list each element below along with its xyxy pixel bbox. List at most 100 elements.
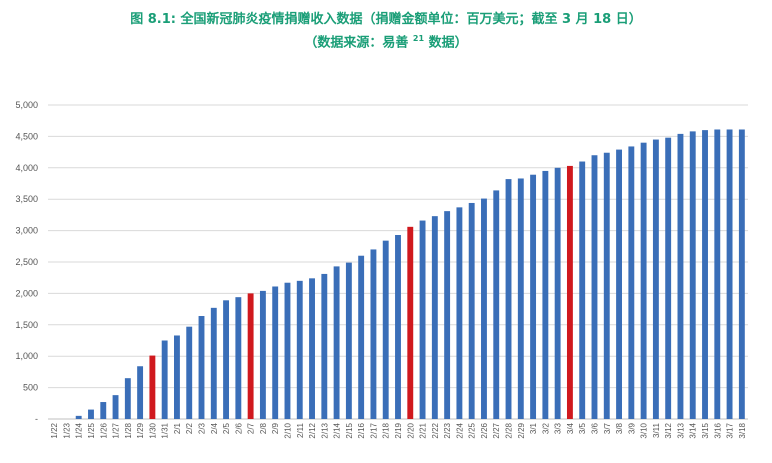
bar-2-7	[247, 293, 254, 419]
x-tick-label: 3/18	[738, 422, 747, 438]
y-tick-label: -	[35, 414, 38, 424]
y-tick-label: 1,000	[15, 351, 38, 361]
x-tick-label: 1/31	[161, 422, 170, 438]
y-tick-label: 3,500	[15, 194, 38, 204]
x-tick-label: 2/16	[357, 422, 366, 438]
bar-3-12	[665, 137, 672, 419]
source-suffix: 数据）	[424, 35, 468, 51]
x-tick-label: 2/24	[455, 422, 464, 438]
bar-3-10	[640, 142, 647, 419]
x-tick-label: 2/3	[198, 422, 207, 434]
bar-2-6	[235, 297, 242, 419]
x-tick-label: 3/15	[701, 422, 710, 438]
bar-3-5	[579, 161, 586, 419]
y-tick-label: 500	[23, 383, 38, 393]
x-tick-label: 1/26	[99, 422, 108, 438]
x-tick-label: 2/4	[210, 422, 219, 434]
x-tick-label: 2/19	[394, 422, 403, 438]
x-tick-label: 2/9	[271, 422, 280, 434]
bar-1-25	[88, 409, 94, 419]
bar-2-2	[186, 326, 193, 419]
bar-2-18	[382, 240, 389, 419]
y-tick-label: 5,000	[15, 100, 38, 110]
bar-2-9	[272, 286, 279, 419]
bar-3-8	[616, 149, 622, 419]
x-tick-label: 2/17	[369, 422, 378, 438]
bar-2-1	[174, 335, 180, 419]
bar-2-19	[395, 235, 401, 419]
x-tick-label: 2/21	[419, 422, 428, 438]
bar-2-12	[309, 278, 315, 419]
bar-3-6	[591, 155, 598, 420]
bar-3-17	[726, 129, 733, 420]
bar-2-26	[481, 198, 487, 419]
x-tick-label: 2/14	[333, 422, 342, 438]
y-tick-label: 3,000	[15, 226, 38, 236]
bar-1-26	[100, 402, 107, 419]
bar-1-30	[149, 355, 156, 419]
x-tick-label: 2/7	[247, 422, 256, 434]
bar-1-29	[137, 366, 144, 419]
bar-1-31	[161, 340, 168, 419]
y-tick-label: 4,500	[15, 131, 38, 141]
x-tick-label: 1/29	[136, 422, 145, 438]
bar-2-22	[431, 216, 438, 419]
x-tick-label: 2/8	[259, 422, 268, 434]
chart-title: 图 8.1: 全国新冠肺炎疫情捐赠收入数据（捐赠金额单位：百万美元；截至 3 月…	[0, 10, 772, 52]
y-tick-label: 2,500	[15, 257, 38, 267]
bar-2-16	[358, 255, 365, 419]
source-superscript: 21	[412, 34, 425, 43]
bar-3-1	[530, 174, 537, 419]
x-tick-label: 3/1	[529, 422, 538, 434]
bar-2-25	[468, 202, 475, 419]
x-tick-label: 3/12	[664, 422, 673, 438]
x-tick-label: 3/9	[627, 422, 636, 434]
chart-title-line1: 图 8.1: 全国新冠肺炎疫情捐赠收入数据（捐赠金额单位：百万美元；截至 3 月…	[130, 12, 642, 27]
bar-2-5	[223, 300, 230, 419]
bar-2-3	[198, 316, 205, 419]
bar-2-14	[333, 266, 340, 419]
x-tick-label: 2/28	[505, 422, 514, 438]
x-tick-label: 2/11	[296, 422, 305, 438]
bar-2-29	[517, 178, 524, 419]
bar-3-7	[603, 152, 610, 420]
bar-1-27	[112, 395, 119, 419]
source-prefix: （数据来源：易善	[304, 35, 413, 51]
bar-3-11	[652, 139, 659, 420]
x-tick-label: 1/24	[75, 422, 84, 438]
bar-3-13	[677, 133, 684, 419]
x-tick-label: 2/1	[173, 422, 182, 434]
x-tick-label: 3/7	[603, 422, 612, 434]
x-tick-label: 2/10	[283, 422, 292, 438]
x-tick-label: 3/3	[554, 422, 563, 434]
x-tick-label: 3/14	[689, 422, 698, 438]
bar-3-3	[554, 167, 561, 419]
y-axis: - 500 1,000 1,500 2,000 2,500 3,000 3,500 4,000 4…	[15, 100, 38, 424]
x-tick-label: 2/23	[443, 422, 452, 438]
bar-2-10	[284, 282, 291, 419]
x-tick-label: 1/28	[124, 422, 133, 438]
x-tick-label: 2/6	[234, 422, 243, 434]
x-tick-label: 2/20	[406, 422, 415, 438]
bar-1-28	[124, 378, 131, 419]
bar-2-28	[505, 179, 512, 419]
y-tick-label: 1,500	[15, 320, 38, 330]
bar-3-14	[689, 131, 696, 419]
bar-3-15	[702, 130, 708, 419]
y-tick-label: 4,000	[15, 163, 38, 173]
x-tick-label: 1/23	[62, 422, 71, 438]
bar-2-23	[444, 211, 451, 419]
x-tick-label: 3/4	[566, 422, 575, 434]
x-tick-label: 3/13	[676, 422, 685, 438]
bar-3-16	[714, 129, 721, 420]
x-tick-label: 3/16	[713, 422, 722, 438]
x-tick-label: 2/29	[517, 422, 526, 438]
bar-2-4	[210, 307, 217, 419]
x-tick-label: 2/5	[222, 422, 231, 434]
y-tick-label: 2,000	[15, 288, 38, 298]
x-tick-label: 2/15	[345, 422, 354, 438]
x-tick-label: 2/26	[480, 422, 489, 438]
bar-1-24	[75, 415, 82, 419]
x-axis: 1/22 1/23 1/24 1/25 1/26 1/27 1/28 1/29 1/30 1/31…	[50, 422, 747, 438]
